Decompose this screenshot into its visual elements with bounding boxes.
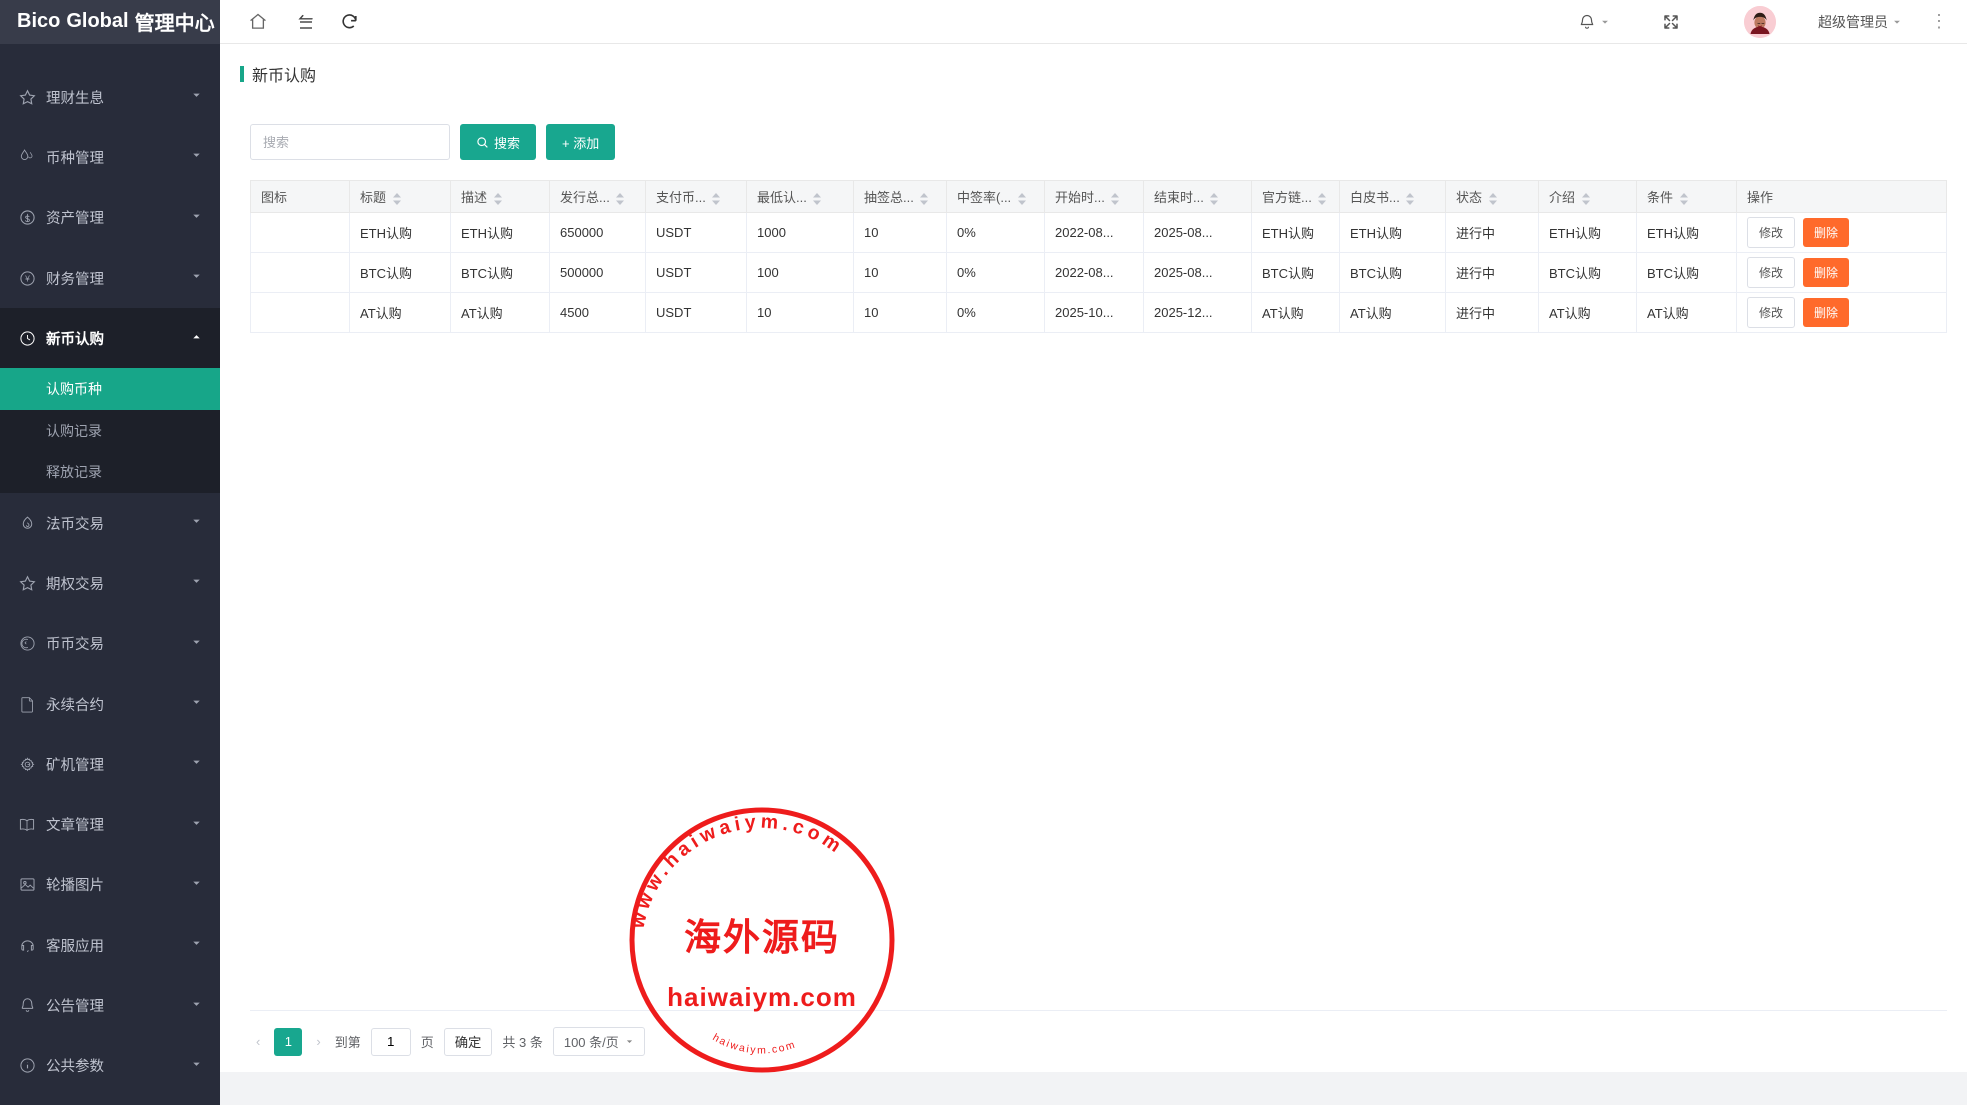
svg-text:www.haiwaiym.com: www.haiwaiym.com (626, 811, 848, 932)
svg-text:海外源码: 海外源码 (684, 917, 840, 959)
svg-text:¥: ¥ (24, 273, 30, 283)
svg-text:haiwaiym.com: haiwaiym.com (667, 982, 857, 1012)
